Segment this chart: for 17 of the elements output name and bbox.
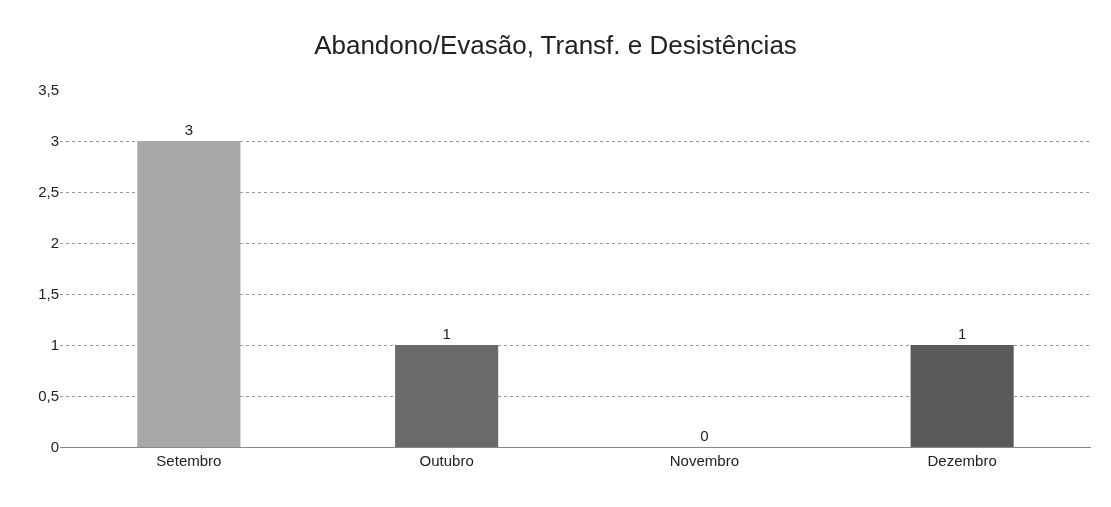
y-tick-label: 2 (50, 234, 59, 252)
data-label: 1 (957, 325, 967, 342)
data-label: 1 (442, 325, 451, 342)
y-tick-label: 1 (50, 336, 59, 354)
y-tick-label: 0 (50, 438, 59, 456)
x-tick-label: Dezembro (927, 452, 997, 469)
y-tick-label: 2,5 (38, 183, 59, 201)
x-tick-label: Setembro (156, 452, 222, 469)
data-label: 0 (700, 427, 709, 444)
chart-title: Abandono/Evasão, Transf. e Desistências (314, 29, 797, 60)
x-tick-label: Outubro (419, 452, 474, 469)
y-tick-label: 1,5 (38, 285, 59, 303)
y-tick-label: 3,5 (38, 81, 59, 99)
x-tick-label: Novembro (669, 452, 739, 469)
data-label: 3 (184, 121, 194, 138)
y-tick-label: 3 (50, 132, 59, 150)
y-tick-label: 0,5 (38, 387, 59, 405)
